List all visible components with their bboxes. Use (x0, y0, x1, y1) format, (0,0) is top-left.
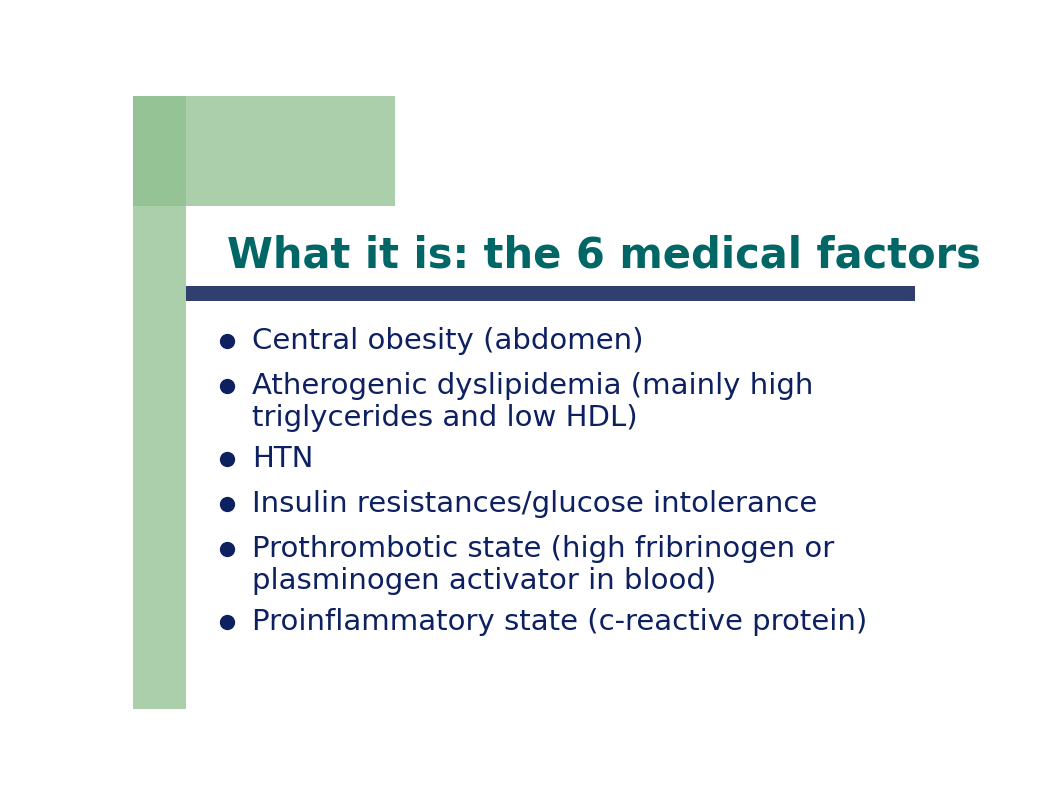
Text: Insulin resistances/glucose intolerance: Insulin resistances/glucose intolerance (252, 490, 818, 518)
Text: Central obesity (abdomen): Central obesity (abdomen) (252, 327, 644, 355)
Bar (186, 207, 395, 618)
Text: What it is: the 6 medical factors: What it is: the 6 medical factors (227, 234, 981, 277)
Text: Proinflammatory state (c-reactive protein): Proinflammatory state (c-reactive protei… (252, 608, 868, 637)
Text: HTN: HTN (252, 446, 313, 473)
Text: plasminogen activator in blood): plasminogen activator in blood) (252, 567, 717, 595)
Text: triglycerides and low HDL): triglycerides and low HDL) (252, 404, 637, 432)
Text: Prothrombotic state (high fribrinogen or: Prothrombotic state (high fribrinogen or (252, 535, 835, 563)
Text: Atherogenic dyslipidemia (mainly high: Atherogenic dyslipidemia (mainly high (252, 372, 813, 400)
Bar (186, 286, 914, 301)
Bar (133, 96, 395, 206)
Bar (133, 96, 186, 709)
